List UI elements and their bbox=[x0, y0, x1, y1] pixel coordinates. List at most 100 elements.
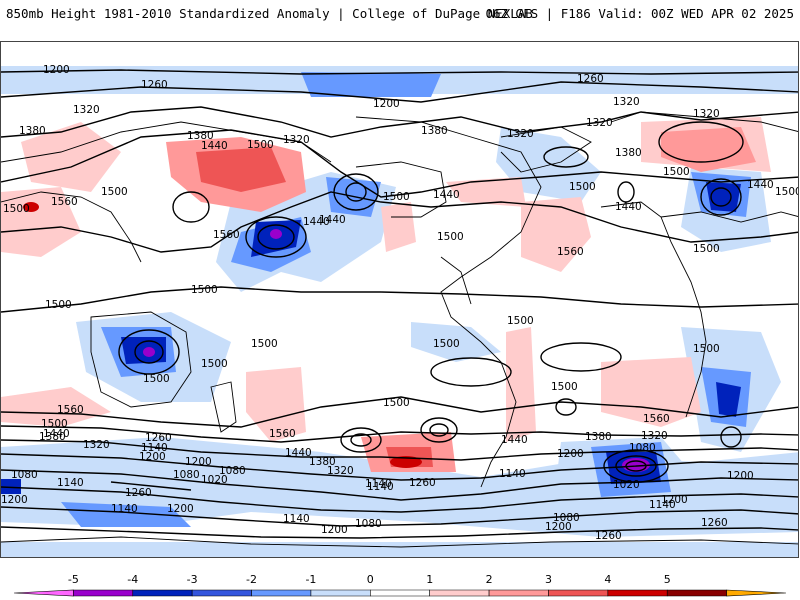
contour-label: 1380 bbox=[309, 456, 336, 468]
contour-label: 1020 bbox=[201, 474, 228, 486]
contour-label: 1440 bbox=[201, 140, 228, 152]
colorbar-tick-label: -5 bbox=[68, 573, 79, 586]
contour-label: 1200 bbox=[321, 524, 348, 536]
contour-label: 1200 bbox=[545, 521, 572, 533]
colorbar-band bbox=[548, 589, 609, 597]
contour-label: 1140 bbox=[649, 499, 676, 511]
contour-label: 1500 bbox=[3, 203, 30, 215]
contour-label: 1140 bbox=[283, 513, 310, 525]
anomaly-fill-pos1 bbox=[1, 117, 771, 442]
contour-label: 1500 bbox=[433, 338, 460, 350]
anomaly-map: 1200 1260 1200 1260 1320 1320 1320 1380 … bbox=[1, 64, 799, 557]
contour-label: 1200 bbox=[557, 448, 584, 460]
contour-label: 1500 bbox=[143, 373, 170, 385]
contour-label: 1200 bbox=[139, 451, 166, 463]
map-panel: 1200 1260 1200 1260 1320 1320 1320 1380 … bbox=[0, 41, 799, 558]
contour-label: 1500 bbox=[201, 358, 228, 370]
contour-label: 1440 bbox=[615, 201, 642, 213]
contour-label: 1140 bbox=[57, 477, 84, 489]
colorbar-band bbox=[488, 589, 549, 597]
contour-label: 1320 bbox=[641, 430, 668, 442]
contour-label: 1500 bbox=[437, 231, 464, 243]
color-scale-legend: -5 -4 -3 -2 -1 0 1 2 3 4 5 bbox=[13, 573, 787, 597]
contour-label: 1200 bbox=[185, 456, 212, 468]
contour-label: 1500 bbox=[383, 397, 410, 409]
contour-label: 1440 bbox=[285, 447, 312, 459]
contour-label: 1140 bbox=[141, 442, 168, 454]
contour-label: 1080 bbox=[553, 512, 580, 524]
colorbar-tick-label: 1 bbox=[426, 573, 433, 586]
colorbar-tick-label: -3 bbox=[187, 573, 198, 586]
colorbar-tick-label: 0 bbox=[367, 573, 374, 586]
model-run-info: 06Z GFS | F186 Valid: 00Z WED APR 02 202… bbox=[485, 6, 794, 21]
colorbar-band bbox=[251, 589, 312, 597]
contour-label: 1200 bbox=[661, 494, 688, 506]
contour-label: 1380 bbox=[39, 431, 66, 443]
contour-label: 1200 bbox=[167, 503, 194, 515]
colorbar-band bbox=[132, 589, 193, 597]
colorbar-band bbox=[13, 589, 74, 597]
contour-label: 1440 bbox=[433, 189, 460, 201]
contour-label: 1320 bbox=[586, 117, 613, 129]
contour-label: 1500 bbox=[775, 186, 799, 198]
contour-label: 1080 bbox=[11, 469, 38, 481]
colorbar-band bbox=[310, 589, 371, 597]
contour-label: 1080 bbox=[219, 465, 246, 477]
colorbar-band bbox=[429, 589, 490, 597]
colorbar-band bbox=[666, 589, 727, 597]
contour-label: 1380 bbox=[615, 147, 642, 159]
contour-label: 1200 bbox=[1, 494, 28, 506]
contour-label: 1320 bbox=[327, 465, 354, 477]
contour-label: 1500 bbox=[663, 166, 690, 178]
contour-label: 1560 bbox=[57, 404, 84, 416]
contour-label: 1500 bbox=[101, 186, 128, 198]
contour-label: 1560 bbox=[213, 229, 240, 241]
contour-label: 1560 bbox=[643, 413, 670, 425]
contour-label: 1320 bbox=[283, 134, 310, 146]
contour-label: 1500 bbox=[507, 315, 534, 327]
contour-label: 1440 bbox=[319, 214, 346, 226]
header: 850mb Height 1981-2010 Standardized Anom… bbox=[0, 0, 800, 26]
anomaly-fill-pos4 bbox=[23, 202, 422, 468]
contour-label: 1020 bbox=[613, 479, 640, 491]
colorbar-tick-label: 2 bbox=[486, 573, 493, 586]
map-title: 850mb Height 1981-2010 Standardized Anom… bbox=[6, 6, 533, 21]
contour-label: 1380 bbox=[585, 431, 612, 443]
colorbar-band bbox=[370, 589, 430, 597]
contour-label: 1500 bbox=[569, 181, 596, 193]
contour-label: 1500 bbox=[45, 299, 72, 311]
anomaly-fill-neg5 bbox=[143, 229, 650, 472]
contour-label: 1500 bbox=[41, 418, 68, 430]
colorbar-tick-label: 4 bbox=[604, 573, 611, 586]
contour-label: 1260 bbox=[595, 530, 622, 542]
contour-label: 1380 bbox=[421, 125, 448, 137]
contour-label: 1500 bbox=[383, 191, 410, 203]
contour-label: 1500 bbox=[693, 343, 720, 355]
colorbar-tick-label: -2 bbox=[246, 573, 257, 586]
contour-label: 1200 bbox=[727, 470, 754, 482]
contour-label: 1320 bbox=[73, 104, 100, 116]
contour-label: 1440 bbox=[303, 216, 330, 228]
contour-label: 1140 bbox=[111, 503, 138, 515]
contour-label: 1080 bbox=[629, 442, 656, 454]
contour-label: 1500 bbox=[551, 381, 578, 393]
contour-label: 1320 bbox=[613, 96, 640, 108]
colorbar-tick-label: 3 bbox=[545, 573, 552, 586]
contour-label: 1500 bbox=[251, 338, 278, 350]
contour-label: 1200 bbox=[373, 98, 400, 110]
contour-label: 1260 bbox=[141, 79, 168, 91]
contour-label: 1140 bbox=[367, 481, 394, 493]
contour-label: 1260 bbox=[125, 487, 152, 499]
contour-label: 1320 bbox=[507, 128, 534, 140]
contour-label: 1260 bbox=[145, 432, 172, 444]
contour-label: 1500 bbox=[247, 139, 274, 151]
contour-label: 1080 bbox=[355, 518, 382, 530]
contour-label: 1140 bbox=[365, 478, 392, 490]
contour-label: 1380 bbox=[19, 125, 46, 137]
contour-labels: 1200 1260 1200 1260 1320 1320 1320 1380 … bbox=[1, 64, 799, 542]
contour-label: 1260 bbox=[577, 73, 604, 85]
colorbar-band bbox=[191, 589, 252, 597]
colorbar-tick-label: -4 bbox=[127, 573, 138, 586]
colorbar-band bbox=[607, 589, 668, 597]
contour-label: 1260 bbox=[409, 477, 436, 489]
